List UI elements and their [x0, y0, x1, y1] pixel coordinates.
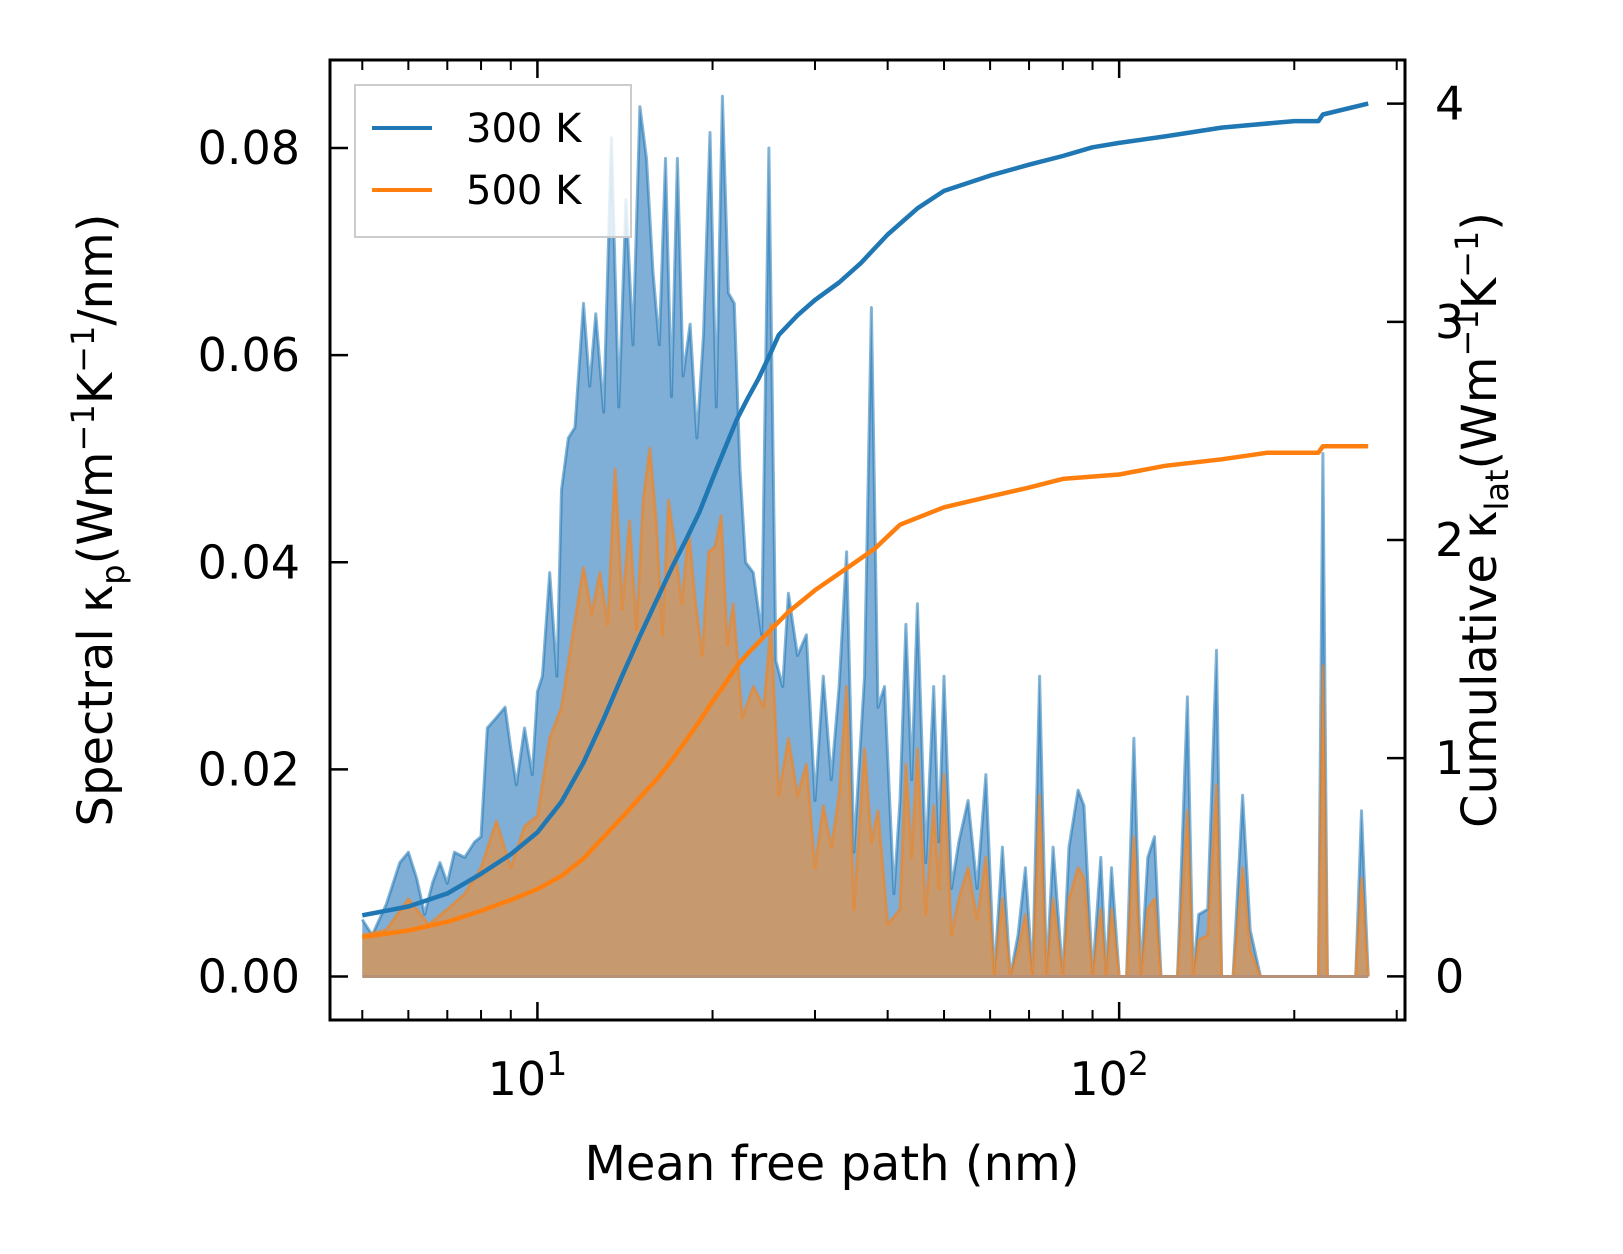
spectral-fills [361, 94, 1370, 979]
right-y-tick-label: 4 [1435, 77, 1464, 131]
right-y-label-exp2: −1 [1448, 231, 1486, 278]
right-y-tick-label: 1 [1435, 731, 1464, 785]
x-tick-base: 10 [488, 1052, 547, 1106]
left-y-tick-label: 0.00 [198, 950, 300, 1004]
right-y-tick-label: 0 [1435, 949, 1464, 1003]
x-tick-base: 10 [1069, 1052, 1128, 1106]
left-y-label-units: (Wm [68, 451, 124, 564]
left-y-tick-label: 0.06 [198, 328, 300, 382]
spectral-fill-500k [362, 448, 1369, 977]
legend-label-300k: 300 K [466, 106, 583, 152]
x-tick-exponent: 1 [546, 1044, 567, 1083]
right-y-label-units: (Wm [1452, 357, 1508, 470]
left-y-label-exp1: −1 [64, 404, 102, 451]
legend: 300 K 500 K [354, 84, 632, 238]
left-y-label-tail: /nm) [68, 214, 124, 326]
left-y-label-exp2: −1 [64, 326, 102, 373]
cumulative-line-300k [361, 101, 1369, 918]
left-y-axis-title: Spectral κp(Wm−1K−1/nm) [64, 214, 132, 827]
right-y-label-K: K [1452, 276, 1508, 309]
right-y-label-exp1: −1 [1448, 309, 1486, 356]
axis-ticks [330, 60, 1405, 1020]
left-y-label-sub: p [94, 564, 132, 584]
left-y-label-main: Spectral κ [68, 585, 124, 827]
legend-label-500k: 500 K [466, 168, 583, 214]
x-tick-label: 102 [1069, 1044, 1149, 1106]
spectral-edge-300k [361, 94, 1370, 978]
right-y-label-main: Cumulative κ [1452, 511, 1508, 829]
left-y-tick-label: 0.08 [198, 121, 300, 175]
right-y-label-tail: ) [1452, 212, 1508, 231]
right-y-label-sub: lat [1478, 469, 1516, 510]
x-axis-title: Mean free path (nm) [585, 1136, 1080, 1192]
spectral-edge-500k [361, 446, 1370, 978]
series-lines [361, 101, 1369, 940]
left-y-tick-label: 0.04 [198, 535, 300, 589]
right-y-tick-label: 3 [1435, 295, 1464, 349]
x-tick-label: 101 [488, 1044, 568, 1106]
x-tick-exponent: 2 [1128, 1044, 1149, 1083]
right-y-axis-title: Cumulative κlat(Wm−1K−1) [1448, 212, 1516, 828]
legend-box [354, 84, 632, 238]
left-y-label-K: K [68, 371, 124, 404]
left-y-tick-label: 0.02 [198, 742, 300, 796]
right-y-tick-label: 2 [1435, 513, 1464, 567]
cumulative-line-500k [361, 443, 1369, 940]
